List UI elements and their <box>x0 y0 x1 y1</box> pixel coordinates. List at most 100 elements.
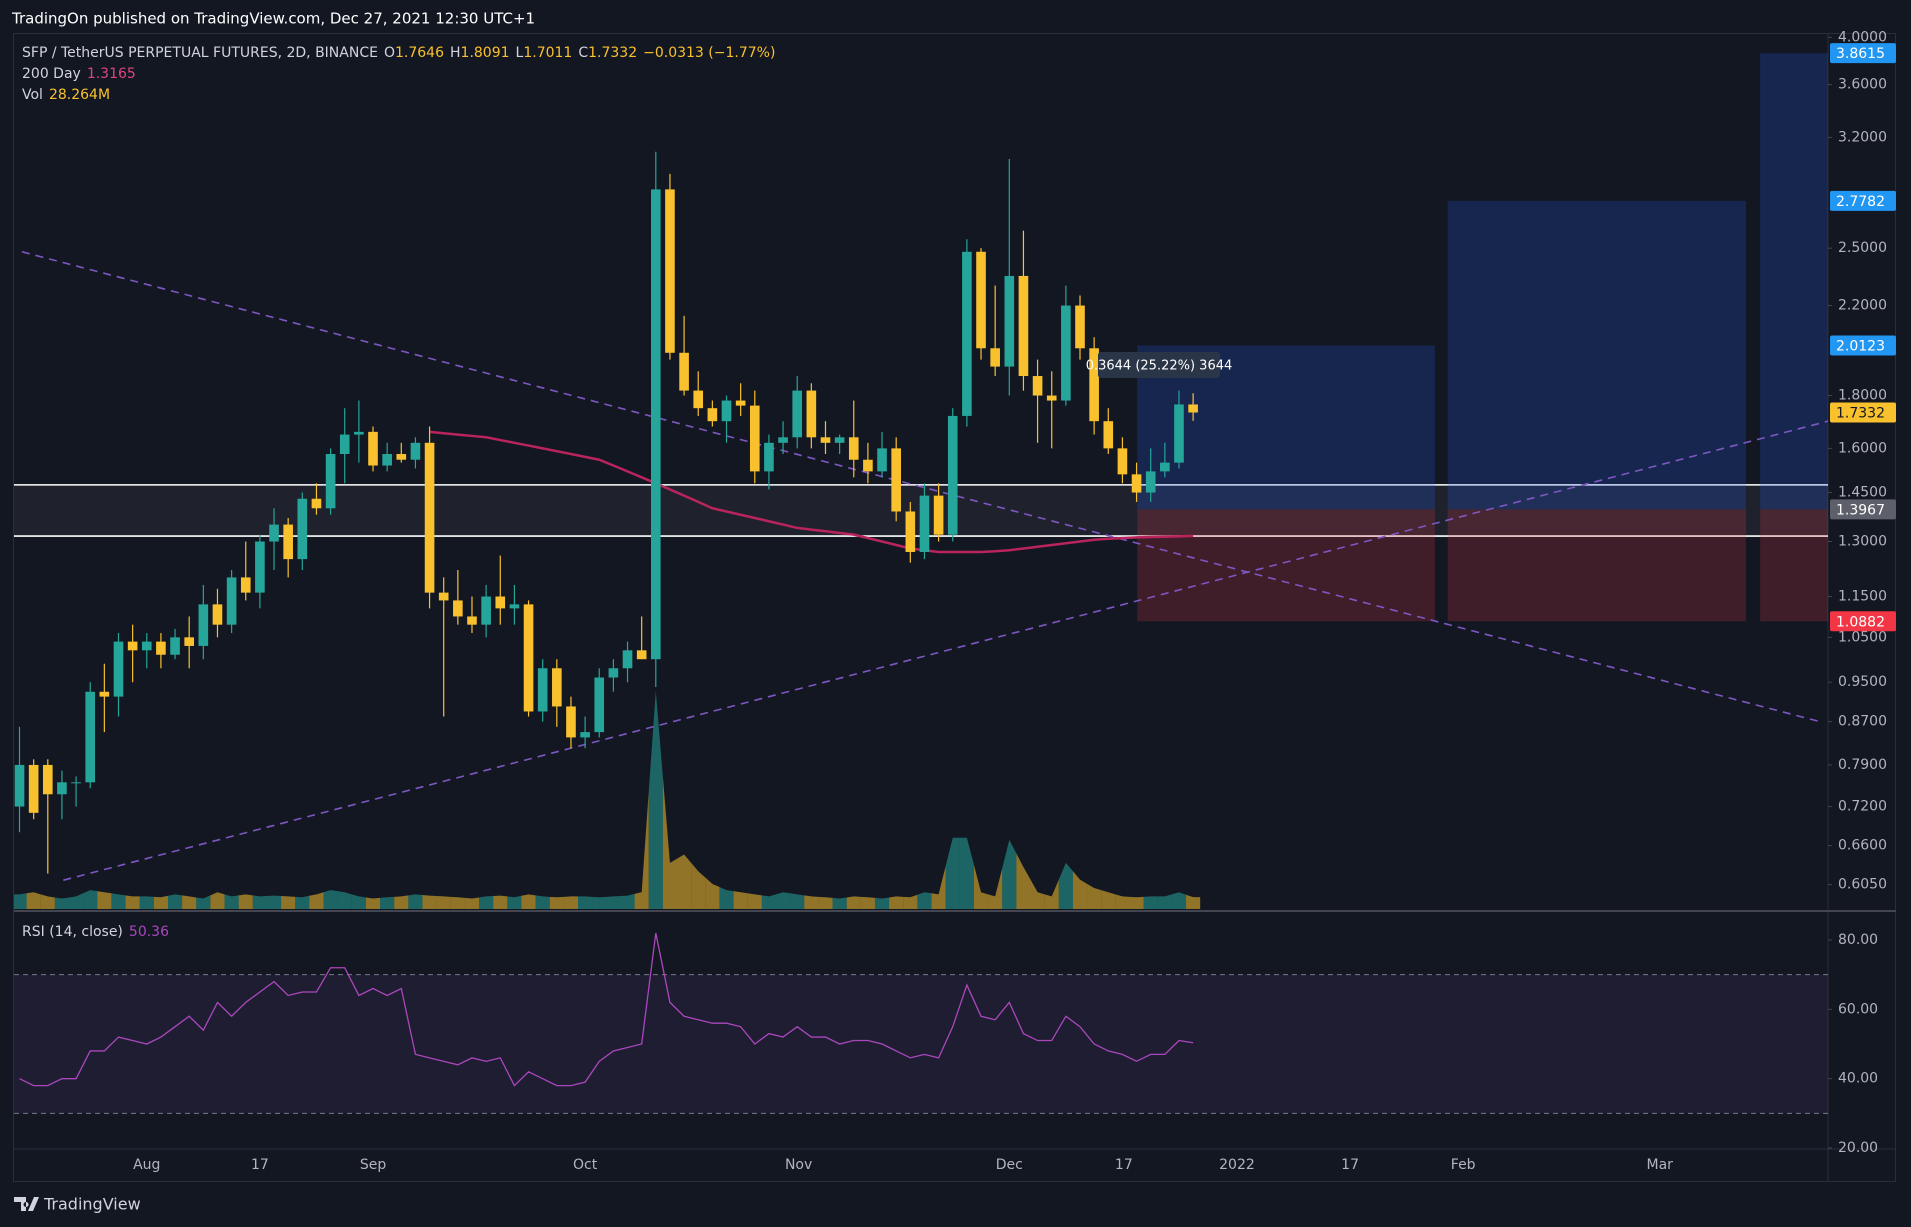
volume-area <box>931 866 946 909</box>
candle-body <box>368 431 378 466</box>
header-bar <box>0 0 1911 34</box>
rsi-name: RSI (14, close) <box>22 924 123 940</box>
measure-label: 0.3644 (25.22%) 3644 <box>1086 359 1233 374</box>
x-tick-label: Oct <box>573 1157 598 1173</box>
candle-body <box>820 437 831 443</box>
volume-area <box>40 894 55 909</box>
volume-area <box>252 895 267 909</box>
candle-body <box>495 596 506 609</box>
entry-label: 1.3967 <box>1836 502 1885 518</box>
x-tick-label: 17 <box>1341 1157 1359 1173</box>
candle-body <box>792 390 803 438</box>
volume-area <box>1186 894 1201 909</box>
target-label: 2.7782 <box>1836 194 1885 210</box>
volume-area <box>182 895 197 909</box>
candle-body <box>905 511 916 552</box>
volume-area <box>337 891 352 909</box>
ohlc-letter: O <box>383 45 395 61</box>
rsi-pane <box>14 932 1828 1114</box>
volume-area <box>464 897 480 909</box>
y-tick-label: 2.2000 <box>1838 298 1887 314</box>
candle-body <box>552 668 562 707</box>
stop-label-box <box>1830 611 1896 632</box>
volume-area <box>26 892 41 909</box>
volume-area <box>323 890 338 909</box>
rsi-tick-label: 40.00 <box>1838 1071 1878 1087</box>
volume-area <box>903 894 918 909</box>
volume-area <box>1115 894 1130 909</box>
candle-body <box>240 577 251 593</box>
candle-body <box>962 251 972 416</box>
candle-body <box>933 495 944 535</box>
x-tick-label: 17 <box>251 1157 269 1173</box>
candle-body <box>594 677 605 733</box>
target-zone <box>1447 200 1746 510</box>
candle-body <box>311 498 322 509</box>
volume-area <box>761 894 776 909</box>
ma-value: 1.3165 <box>86 66 136 82</box>
volume-area <box>196 895 211 909</box>
candle-body <box>1145 471 1156 493</box>
y-tick-label: 1.0500 <box>1838 629 1887 645</box>
volume-area <box>309 892 324 909</box>
candle-body <box>438 592 449 601</box>
candle-body <box>976 251 986 349</box>
volume-area <box>804 895 819 909</box>
x-tick-label: Feb <box>1451 1157 1476 1173</box>
y-tick-label: 0.7200 <box>1838 799 1887 815</box>
candle-body <box>806 390 817 438</box>
change: −0.0313 (−1.77%) <box>643 45 776 61</box>
candle-body <box>1188 404 1198 413</box>
volume-area <box>846 896 861 909</box>
x-tick-label: 17 <box>1115 1157 1133 1173</box>
volume-area <box>832 897 847 909</box>
candle-body <box>42 764 53 795</box>
volume-area <box>422 894 437 909</box>
volume-area <box>54 897 70 909</box>
volume-area <box>775 892 791 909</box>
volume-area <box>210 892 225 909</box>
candle-body <box>622 650 633 669</box>
candle-body <box>1046 395 1057 401</box>
logo <box>14 1197 39 1211</box>
candle-body <box>650 189 661 660</box>
volume-area <box>818 896 833 909</box>
volume-area <box>351 894 366 909</box>
volume-area <box>719 886 734 909</box>
candle-body <box>1061 305 1071 401</box>
y-tick-label: 1.6000 <box>1838 440 1887 456</box>
x-tick-label: Sep <box>360 1157 387 1173</box>
candle-body <box>566 706 576 738</box>
frame <box>13 33 1896 1182</box>
stop-label: 1.0882 <box>1836 614 1885 630</box>
candle-body <box>1075 305 1085 349</box>
candle-body <box>28 764 39 813</box>
volume-area <box>1072 871 1088 909</box>
candle-body <box>891 448 901 512</box>
axes: 4.0000 3.6000 3.2000 2.5000 2.2000 1.8000 1.60… <box>133 29 1896 1173</box>
candle-body <box>608 668 619 678</box>
volume-area <box>83 890 98 909</box>
volume-area <box>1002 839 1017 909</box>
stop-zone <box>1137 509 1435 622</box>
target-zone <box>1760 53 1828 510</box>
candle-body <box>1004 275 1015 367</box>
volume-area <box>125 895 140 909</box>
legend-row: 200 Day 1.3165 <box>22 64 781 85</box>
ohlc-letter: H <box>450 45 461 61</box>
candle-body <box>665 189 675 353</box>
legend: SFP / TetherUS PERPETUAL FUTURES, 2D, BI… <box>22 43 781 106</box>
volume-area <box>1143 896 1158 909</box>
volume-area <box>450 896 465 909</box>
legend-row: Vol 28.264M <box>22 85 781 106</box>
volume-area <box>1030 879 1045 909</box>
ohlc-letter: L <box>515 45 524 61</box>
candle-body <box>1174 404 1184 463</box>
y-tick-label: 0.9500 <box>1838 674 1887 690</box>
volume-area <box>945 837 960 909</box>
candle-body <box>1103 421 1114 449</box>
brand: TradingView <box>43 1195 141 1214</box>
volume-area <box>959 837 974 909</box>
volume-value: 28.264M <box>48 87 111 103</box>
y-tick-label: 1.8000 <box>1838 388 1887 404</box>
